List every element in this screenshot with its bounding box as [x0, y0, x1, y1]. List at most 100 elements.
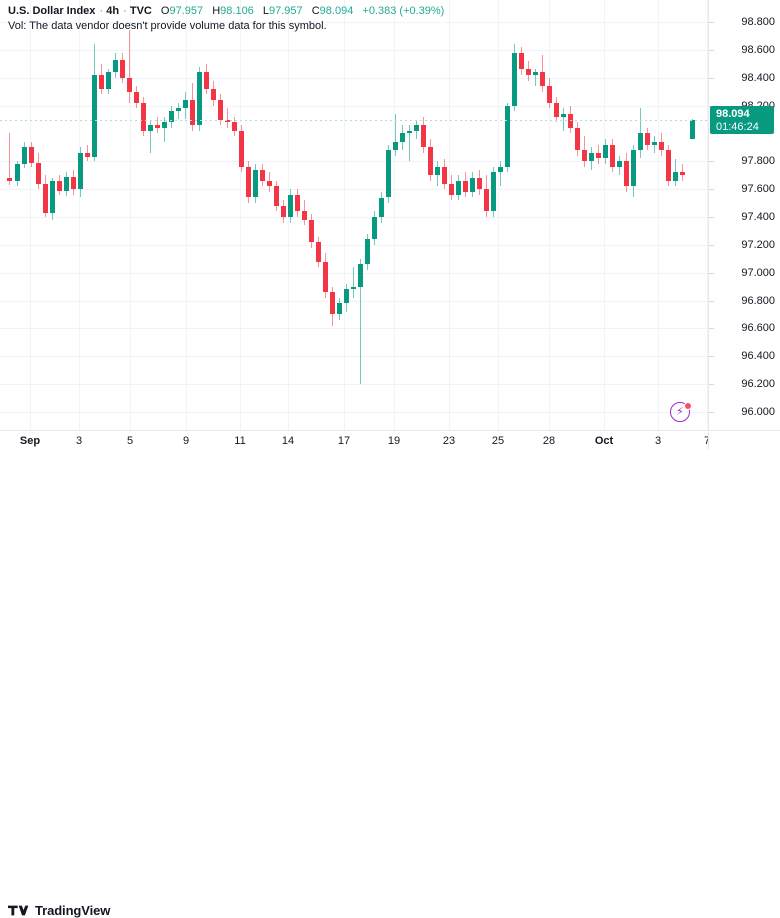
- candle-wick: [227, 108, 228, 128]
- candle-body: [526, 69, 531, 75]
- candle-body: [29, 147, 34, 163]
- price-axis-label: 96.800: [741, 295, 775, 307]
- candle-body: [680, 172, 685, 176]
- price-axis-label: 98.400: [741, 72, 775, 84]
- candle-body: [561, 113, 566, 117]
- time-axis-label: Sep: [19, 435, 41, 447]
- candle-body: [36, 162, 41, 184]
- candle-body: [554, 102, 559, 117]
- candle-body: [477, 178, 482, 190]
- candle-body: [344, 289, 349, 304]
- price-axis-label: 97.200: [741, 239, 775, 251]
- price-axis[interactable]: 98.80098.60098.40098.20097.80097.60097.4…: [708, 0, 780, 430]
- candle-body: [540, 72, 545, 87]
- time-axis-label: 9: [182, 435, 190, 447]
- candle-body: [690, 120, 695, 140]
- lightning-bolt-glyph: ⚡: [676, 406, 684, 418]
- candle-body: [323, 261, 328, 293]
- candle-body: [505, 105, 510, 167]
- candle-wick: [500, 161, 501, 187]
- candle-wick: [395, 113, 396, 156]
- chart-plot-area[interactable]: [0, 0, 708, 430]
- candle-body: [211, 88, 216, 100]
- price-axis-label: 97.800: [741, 155, 775, 167]
- candle-body: [106, 72, 111, 89]
- candle-body: [309, 219, 314, 243]
- price-axis-label: 96.200: [741, 378, 775, 390]
- time-axis-label: 5: [126, 435, 134, 447]
- candle-body: [155, 125, 160, 128]
- candle-wick: [9, 133, 10, 185]
- chart-footer: TradingView: [0, 450, 780, 918]
- price-tick-dash: [709, 384, 714, 385]
- candle-body: [183, 100, 188, 109]
- candle-body: [631, 150, 636, 187]
- candle-wick: [164, 116, 165, 142]
- candle-body: [435, 166, 440, 176]
- candle-body: [64, 176, 69, 191]
- candle-wick: [87, 144, 88, 162]
- price-tick-dash: [709, 328, 714, 329]
- bar-countdown-timer: 01:46:24: [716, 121, 759, 133]
- time-axis-label: 3: [654, 435, 662, 447]
- price-axis-label: 97.400: [741, 211, 775, 223]
- price-gridline: [0, 356, 708, 357]
- time-axis-label: 28: [542, 435, 556, 447]
- time-axis-label: 23: [442, 435, 456, 447]
- candle-body: [337, 303, 342, 315]
- candle-body: [596, 152, 601, 159]
- price-axis-label: 96.600: [741, 322, 775, 334]
- tradingview-logo[interactable]: TradingView: [8, 902, 110, 918]
- time-gridline: [549, 0, 550, 430]
- time-axis-label: 3: [75, 435, 83, 447]
- time-gridline: [498, 0, 499, 430]
- candle-body: [659, 141, 664, 151]
- candle-body: [386, 150, 391, 198]
- time-gridline: [604, 0, 605, 430]
- candle-body: [533, 72, 538, 75]
- price-axis-label: 96.400: [741, 350, 775, 362]
- candle-wick: [178, 102, 179, 120]
- price-gridline: [0, 78, 708, 79]
- candle-body: [484, 189, 489, 212]
- candle-body: [512, 52, 517, 106]
- candle-body: [365, 239, 370, 265]
- lightning-alert-icon[interactable]: ⚡: [670, 402, 692, 424]
- candle-body: [71, 176, 76, 190]
- candle-body: [127, 77, 132, 92]
- candle-wick: [157, 116, 158, 134]
- candle-body: [85, 152, 90, 158]
- candle-body: [652, 141, 657, 145]
- candle-body: [358, 264, 363, 287]
- candle-body: [274, 186, 279, 206]
- candle-wick: [129, 30, 130, 103]
- candle-body: [498, 166, 503, 173]
- candle-body: [582, 150, 587, 162]
- time-gridline: [186, 0, 187, 430]
- time-axis-label: 11: [234, 435, 246, 447]
- price-gridline: [0, 301, 708, 302]
- candle-body: [666, 150, 671, 181]
- candle-body: [22, 147, 27, 165]
- price-tick-dash: [709, 161, 714, 162]
- candle-wick: [360, 258, 361, 385]
- price-tick-dash: [709, 412, 714, 413]
- notification-dot: [684, 402, 692, 410]
- candle-body: [43, 183, 48, 213]
- candle-body: [316, 242, 321, 262]
- time-gridline: [449, 0, 450, 430]
- candle-body: [15, 164, 20, 181]
- price-gridline: [0, 161, 708, 162]
- candle-wick: [409, 125, 410, 162]
- candle-body: [414, 125, 419, 131]
- candle-body: [246, 166, 251, 198]
- candle-body: [232, 122, 237, 131]
- candle-body: [162, 122, 167, 128]
- current-price-badge[interactable]: 98.094 01:46:24: [710, 106, 774, 134]
- candle-body: [673, 172, 678, 181]
- candle-wick: [640, 108, 641, 159]
- price-gridline: [0, 189, 708, 190]
- price-axis-label: 97.600: [741, 183, 775, 195]
- candle-body: [351, 286, 356, 290]
- time-axis[interactable]: Sep 3 5 9 11 14 17 19 23 25 28 Oct 3 7: [0, 430, 710, 451]
